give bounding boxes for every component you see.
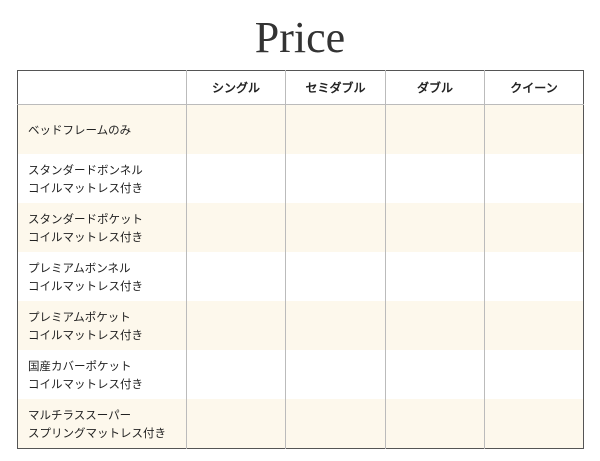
row-label-line: コイルマットレス付き [28,327,143,342]
column-header: シングル [186,70,286,105]
column-header: クイーン [484,70,584,105]
price-cell [385,203,485,252]
table-row: プレミアムポケット コイルマットレス付き [17,301,584,350]
price-cell [186,301,286,350]
price-cell [186,104,286,154]
price-cell [285,252,386,301]
row-label-cell: プレミアムポケット コイルマットレス付き [17,301,187,350]
title: Price [254,13,346,62]
price-cell [484,104,584,154]
row-label-line: ベッドフレームのみ [28,122,132,137]
row-label-cell: ベッドフレームのみ [17,104,187,154]
price-cell [484,399,584,449]
price-cell [484,203,584,252]
price-cell [484,350,584,399]
price-cell [385,399,485,449]
row-label-line: プレミアムポケット [28,309,131,324]
row-label-line: スタンダードボンネル [28,162,143,177]
price-cell [186,203,286,252]
price-cell [385,301,485,350]
price-cell [484,252,584,301]
price-cell [186,350,286,399]
table-row: 国産カバーポケット コイルマットレス付き [18,350,584,399]
price-cell [385,154,485,203]
table-row: スタンダードボンネル コイルマットレス付き [18,154,584,203]
row-label-line: コイルマットレス付き [28,180,143,195]
row-label-line: マルチラススーパー [28,407,132,422]
price-cell [385,350,485,399]
row-label-line: スタンダードポケット [28,211,143,226]
price-cell [285,154,386,203]
corner-cell [17,70,187,105]
row-label-line: プレミアムボンネル [28,260,131,275]
price-cell [285,399,386,449]
price-cell [186,399,286,449]
row-label-line: コイルマットレス付き [28,376,143,391]
row-label-line: スプリングマットレス付き [28,425,166,440]
price-table: シングル セミダブル ダブル クイーン ベッドフレームのみ スタンダードボンネル コイルマ… [17,70,584,449]
table-row: プレミアムボンネル コイルマットレス付き [18,252,584,301]
price-cell [385,252,485,301]
header-row: シングル セミダブル ダブル クイーン [17,70,584,105]
price-cell [186,252,286,301]
table-row: マルチラススーパースプリングマットレス付き [17,399,584,449]
price-cell [484,154,584,203]
price-cell [186,154,286,203]
row-label-cell: マルチラススーパースプリングマットレス付き [17,399,187,449]
price-cell [285,301,386,350]
price-cell [285,104,386,154]
price-cell [484,301,584,350]
table-row: スタンダードポケット コイルマットレス付き [17,203,584,252]
row-label-cell: スタンダードポケット コイルマットレス付き [17,203,187,252]
column-header: ダブル [385,70,485,105]
row-label-cell: 国産カバーポケット コイルマットレス付き [18,350,187,399]
row-label-cell: スタンダードボンネル コイルマットレス付き [18,154,187,203]
row-label-cell: プレミアムボンネル コイルマットレス付き [18,252,187,301]
price-cell [385,104,485,154]
price-cell [285,203,386,252]
row-label-line: 国産カバーポケット [28,358,132,373]
row-label-line: コイルマットレス付き [28,278,143,293]
row-label-line: コイルマットレス付き [28,229,143,244]
column-header: セミダブル [285,70,386,105]
price-cell [285,350,386,399]
table-row: ベッドフレームのみ [17,104,584,154]
